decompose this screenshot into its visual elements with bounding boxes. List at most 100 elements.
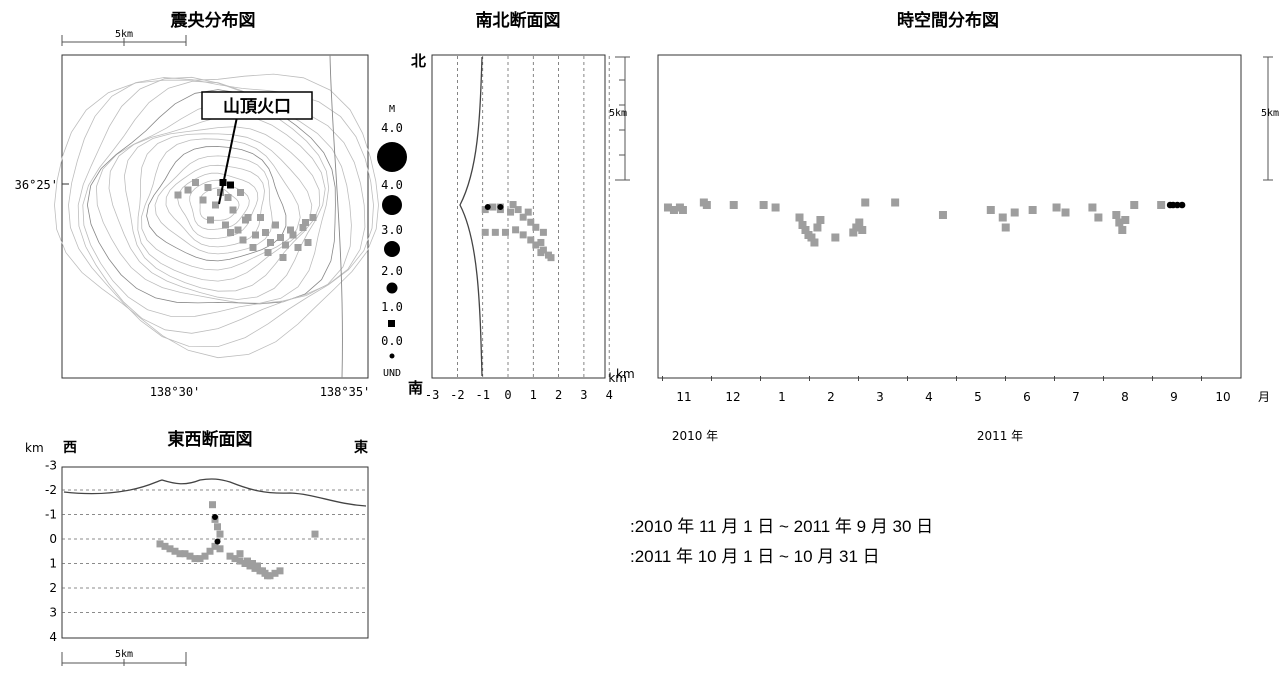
- ew-y-tick-label: -2: [45, 483, 57, 497]
- ew-y-tick-label: 3: [49, 606, 57, 620]
- epicenter-point: [237, 189, 244, 196]
- spacetime-point: [798, 221, 807, 229]
- latitude-label: 36°25': [15, 178, 58, 192]
- spacetime-point: [1094, 213, 1103, 222]
- ns-x-tick-label: 3: [580, 388, 587, 402]
- spacetime-point: [669, 206, 678, 214]
- ns-point: [507, 208, 515, 216]
- spacetime-depth-unit: km: [608, 371, 627, 385]
- epicenter-point: [252, 231, 259, 239]
- ew-point: [181, 550, 189, 558]
- magnitude-symbol-4a: [377, 142, 407, 172]
- ew-point: [156, 540, 164, 548]
- ns-x-tick-label: 0: [504, 388, 511, 402]
- spacetime-point: [729, 201, 738, 209]
- ns-point: [509, 201, 517, 209]
- ns-point: [481, 206, 489, 214]
- ew-point: [254, 562, 261, 570]
- west-label: 西: [63, 440, 77, 456]
- epicenter-point: [262, 229, 269, 236]
- east-west-section-panel: 東西断面図 km 西 東 -3 -2 -1 0 1 2 3 4 5km: [25, 429, 369, 666]
- ew-depth-unit: km: [25, 441, 44, 455]
- contour-line: [141, 138, 301, 271]
- epicenter-point: [192, 179, 199, 186]
- spacetime-point: [858, 226, 867, 234]
- ew-point: [191, 555, 199, 563]
- epicenter-point: [279, 254, 287, 261]
- spacetime-point: [1115, 218, 1124, 227]
- ns-point: [532, 223, 540, 231]
- spacetime-points: [663, 198, 1186, 247]
- epicenter-map-panel: 震央分布図 5km 山頂火口 36°25' 138°30' 138°35' M …: [15, 10, 407, 399]
- epicenter-point: [272, 221, 279, 229]
- longitude-label-2: 138°35': [320, 385, 371, 399]
- epicenter-point: [234, 226, 242, 234]
- epicenter-point: [267, 239, 274, 246]
- crater-callout-label: 山頂火口: [223, 97, 291, 117]
- epicenter-point: [227, 181, 234, 189]
- epicenter-point: [294, 244, 302, 251]
- ew-y-tick-label: 2: [49, 581, 57, 595]
- ew-point: [231, 555, 239, 563]
- ns-point: [519, 231, 527, 239]
- spacetime-tick-label: 7: [1072, 390, 1080, 404]
- ns-topography-profile: [459, 56, 483, 377]
- ew-y-tick-label: 1: [49, 557, 57, 571]
- spacetime-point: [852, 223, 861, 232]
- spacetime-tick-label: 12: [725, 390, 740, 404]
- crater-callout-line: [218, 116, 238, 205]
- epicenter-point: [229, 206, 237, 214]
- ew-point: [196, 555, 204, 563]
- ew-y-tick-label: -3: [45, 459, 57, 473]
- spacetime-point: [663, 203, 672, 212]
- ew-section-grid: -3 -2 -1 0 1 2 3 4: [45, 459, 368, 644]
- spacetime-point: [801, 226, 810, 234]
- ns-point: [497, 204, 504, 211]
- spacetime-point: [759, 201, 768, 209]
- epicenter-point: [207, 216, 214, 224]
- spacetime-point: [795, 213, 804, 222]
- epicenter-point: [257, 214, 264, 221]
- ew-point: [249, 560, 256, 567]
- ew-point: [216, 545, 224, 553]
- ew-point: [214, 523, 221, 531]
- epicenter-point: [249, 244, 257, 251]
- spacetime-point: [1178, 201, 1186, 209]
- epicenter-point: [224, 194, 232, 201]
- spacetime-point: [1010, 208, 1019, 217]
- spacetime-tick-label: 11: [676, 390, 691, 404]
- contour-line: [108, 114, 326, 300]
- magnitude-label-4b: 4.0: [381, 178, 403, 192]
- ew-point: [236, 557, 244, 565]
- north-label: 北: [411, 52, 426, 70]
- spacetime-tick-label: 10: [1215, 390, 1230, 404]
- ns-x-tick-label: 1: [530, 388, 537, 402]
- magnitude-symbol-2: [386, 282, 398, 294]
- ns-point: [514, 206, 522, 214]
- magnitude-symbol-4b: [382, 195, 402, 215]
- ew-point: [211, 542, 219, 550]
- ns-point: [547, 254, 555, 262]
- ns-x-tick-label: -2: [450, 388, 464, 402]
- epicenter-point: [309, 214, 317, 221]
- ns-point: [537, 249, 545, 257]
- ew-point: [271, 569, 279, 577]
- ns-point: [489, 203, 497, 211]
- contour-line: [123, 126, 321, 292]
- magnitude-label-4a: 4.0: [381, 121, 403, 135]
- ns-section-points: [481, 201, 555, 262]
- ew-point: [216, 530, 224, 538]
- magnitude-symbol-0: [389, 353, 395, 359]
- ew-point: [186, 552, 194, 560]
- epicenter-point: [212, 201, 219, 209]
- ns-x-tick-label: -3: [425, 388, 439, 402]
- spacetime-tick-label: 8: [1121, 390, 1129, 404]
- spacetime-point: [807, 233, 816, 242]
- contour-line: [137, 133, 313, 282]
- ew-point: [276, 567, 284, 575]
- ew-section-title: 東西断面図: [168, 429, 253, 450]
- ew-section-frame: [61, 466, 369, 639]
- legend-earlier-period: :2010 年 11 月 1 日 ~ 2011 年 9 月 30 日: [630, 517, 934, 536]
- ew-section-points: [156, 501, 319, 580]
